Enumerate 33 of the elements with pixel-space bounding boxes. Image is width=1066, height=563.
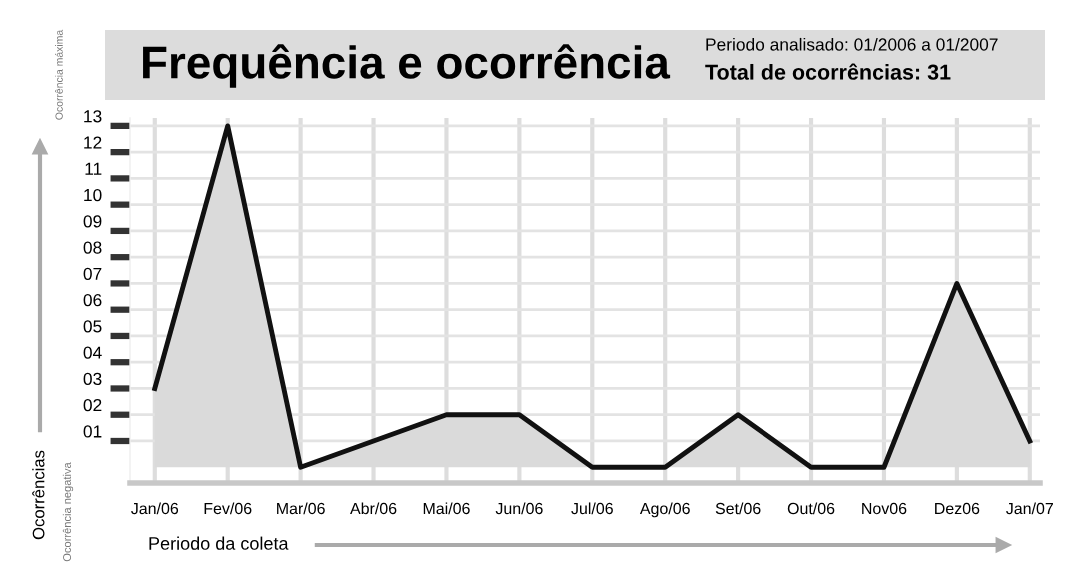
x-tick-label: Jan/06: [131, 502, 179, 515]
x-tick-label: Ago/06: [639, 502, 690, 518]
y-tick-label: 02: [83, 399, 102, 412]
x-tick-label: Jun/06: [495, 502, 543, 515]
x-tick-label: Mar/06: [277, 502, 325, 515]
y-tick-label: 03: [83, 372, 102, 386]
x-tick-label: Mai/06: [423, 502, 470, 515]
y-tick-label: 12: [84, 136, 102, 149]
y-tick-label: 01: [83, 425, 102, 438]
x-axis-title: Periodo da coleta: [149, 536, 289, 550]
y-tick-label: 04: [83, 346, 102, 359]
y-tick-label: 13: [84, 110, 102, 123]
y-tick-label: 07: [83, 267, 102, 280]
x-tick-label: Jan/07: [1006, 502, 1053, 515]
text: Ocorrência máxima: [55, 29, 63, 120]
x-tick-label: Set/06: [715, 502, 761, 515]
y-tick-label: 06: [83, 293, 102, 307]
x-tick-label: Fev/06: [204, 502, 252, 515]
y-tick-label: 05: [83, 320, 102, 333]
text: Total de ocorrências: 31: [705, 63, 951, 80]
chart-title: Frequência e ocorrência: [143, 44, 671, 88]
x-tick-label: Dez06: [935, 502, 980, 515]
y-tick-label: 11: [85, 162, 102, 175]
y-axis-title: Ocorrências: [32, 450, 45, 540]
y-tick-label: 09: [83, 215, 102, 228]
chart-subtitle: Periodo analisado: 01/2006 a 01/2007: [706, 37, 998, 51]
x-tick-label: Nov06: [862, 502, 907, 515]
x-tick-label: Abr/06: [350, 502, 397, 515]
y-tick-label: 08: [83, 241, 102, 254]
text: Ocorrência negativa: [62, 462, 74, 562]
x-tick-label: Out/06: [787, 502, 835, 515]
y-tick-label: 10: [84, 188, 102, 202]
x-tick-label: Jul/06: [571, 502, 613, 515]
